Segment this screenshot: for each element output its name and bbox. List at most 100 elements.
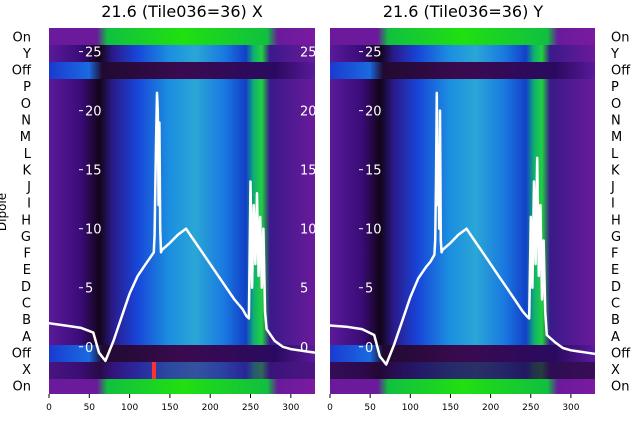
row-label: N — [21, 114, 31, 129]
overlay-series-line — [330, 91, 595, 366]
x-tick-label: 150 — [442, 403, 459, 413]
row-label: X — [22, 363, 31, 378]
x-tick-label: 0 — [46, 403, 52, 413]
row-label: C — [22, 297, 31, 312]
heatmap-right — [330, 28, 595, 394]
overlay-tick-label: 5 — [365, 282, 373, 297]
overlay-line-left — [49, 91, 315, 363]
row-label: J — [610, 180, 615, 195]
row-label: P — [611, 80, 619, 95]
x-tick-label: 50 — [364, 403, 376, 413]
overlay-tick-label: 25 — [300, 46, 317, 61]
row-label: E — [23, 263, 31, 278]
x-tick-label: 100 — [402, 403, 419, 413]
overlay-tick-label: 20 — [365, 105, 382, 120]
x-tick-label: 300 — [282, 403, 299, 413]
overlay-line-right — [330, 91, 595, 366]
overlay-ticks-left: 0 0 5 5 10 10 15 15 20 20 25 25 — [79, 46, 317, 356]
row-label: G — [21, 230, 31, 245]
row-label: D — [21, 280, 31, 295]
row-label: Off — [611, 346, 631, 361]
row-label: P — [23, 80, 31, 95]
row-label: On — [611, 30, 629, 45]
x-ticks-right: 0 50 100 150 200 250 300 — [327, 394, 580, 413]
row-label: N — [611, 114, 621, 129]
row-label: X — [611, 363, 620, 378]
row-label: L — [611, 147, 619, 162]
row-label: B — [22, 313, 31, 328]
overlay-tick-label: 25 — [365, 46, 382, 61]
overlay-tick-label: 15 — [85, 164, 102, 179]
overlay-tick-label: 15 — [300, 164, 317, 179]
x-tick-label: 200 — [482, 403, 499, 413]
row-label: I — [611, 197, 615, 212]
row-label: On — [611, 380, 629, 395]
row-label: Off — [611, 64, 631, 79]
row-label: F — [24, 247, 31, 262]
row-label: On — [13, 380, 31, 395]
row-label: D — [611, 280, 621, 295]
row-band-off-bottom — [49, 345, 315, 362]
row-label: C — [611, 297, 620, 312]
row-label: H — [611, 213, 621, 228]
x-tick-label: 250 — [242, 403, 259, 413]
hot-pixel — [152, 362, 156, 379]
overlay-tick-label: 5 — [300, 282, 308, 297]
overlay-tick-label: 25 — [85, 46, 102, 61]
x-ticks-left: 0 50 100 150 200 250 300 — [46, 394, 300, 413]
row-label: Y — [22, 47, 31, 62]
row-band-on-top — [49, 28, 315, 45]
overlay-tick-label: 20 — [300, 105, 317, 120]
overlay-tick-label: 0 — [365, 341, 373, 356]
row-label: F — [611, 247, 618, 262]
heatmap-left — [49, 28, 315, 394]
row-band-on-bottom — [49, 379, 315, 394]
row-label: K — [22, 163, 31, 178]
row-band-off-top — [49, 62, 315, 79]
x-tick-label: 150 — [161, 403, 178, 413]
row-label: On — [13, 30, 31, 45]
panel-right-title: 21.6 (Tile036=36) Y — [383, 2, 544, 21]
x-tick-label: 200 — [202, 403, 219, 413]
row-band-x — [49, 362, 315, 379]
overlay-tick-label: 10 — [85, 223, 102, 238]
x-tick-label: 50 — [84, 403, 96, 413]
overlay-tick-label: 20 — [85, 105, 102, 120]
panel-right: 21.6 (Tile036=36) Y OnYOffPONMLKJIHGFEDC… — [327, 2, 631, 413]
row-label: I — [27, 197, 31, 212]
row-label: O — [21, 97, 31, 112]
row-label: Y — [610, 47, 619, 62]
row-label: M — [20, 130, 31, 145]
panel-left-title: 21.6 (Tile036=36) X — [101, 2, 263, 21]
row-label: Off — [12, 64, 32, 79]
overlay-tick-label: 5 — [85, 282, 93, 297]
row-label: K — [611, 163, 620, 178]
x-tick-label: 0 — [327, 403, 333, 413]
row-label: E — [611, 263, 619, 278]
overlay-tick-label: 10 — [300, 223, 317, 238]
row-label: A — [611, 330, 620, 345]
row-label: B — [611, 313, 620, 328]
x-tick-label: 100 — [121, 403, 138, 413]
overlay-tick-label: 0 — [300, 341, 308, 356]
overlay-tick-label: 15 — [365, 164, 382, 179]
x-tick-label: 250 — [522, 403, 539, 413]
row-label: O — [611, 97, 621, 112]
row-label: M — [611, 130, 622, 145]
row-label: J — [26, 180, 31, 195]
y-axis-label: Dipole — [0, 193, 9, 231]
row-label: A — [22, 330, 31, 345]
overlay-series-line — [49, 91, 315, 363]
overlay-tick-label: 10 — [365, 223, 382, 238]
row-label: Off — [12, 346, 32, 361]
row-label: G — [611, 230, 621, 245]
panel-left: 21.6 (Tile036=36) X Dipole OnYOffPONMLKJ… — [0, 2, 317, 413]
row-label: L — [24, 147, 32, 162]
row-label: H — [21, 213, 31, 228]
overlay-ticks-right: 0 5 10 15 20 25 — [359, 46, 382, 356]
x-tick-label: 300 — [562, 403, 579, 413]
overlay-tick-label: 0 — [85, 341, 93, 356]
